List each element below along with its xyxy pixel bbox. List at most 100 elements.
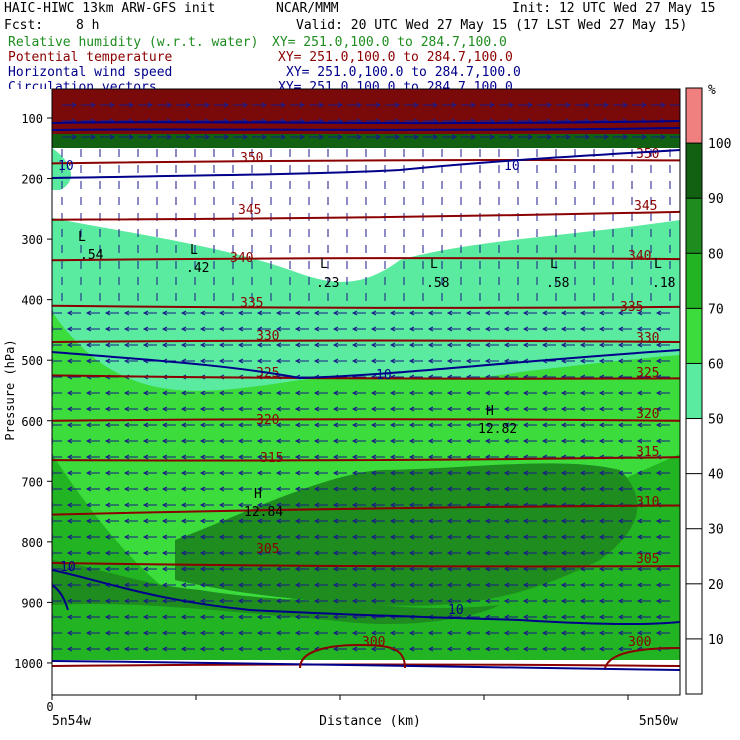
circulation-vector-head xyxy=(427,390,434,396)
circulation-vector-head xyxy=(598,486,605,492)
circulation-vector-head xyxy=(446,646,453,652)
circulation-vector-head xyxy=(142,598,149,604)
circulation-vector-head xyxy=(446,550,453,556)
circulation-vector-head xyxy=(294,598,301,604)
circulation-vector-head xyxy=(636,614,643,620)
colorbar-band xyxy=(686,418,702,474)
circulation-vector-head xyxy=(546,134,553,140)
circulation-vector-head xyxy=(408,422,415,428)
circulation-vector-head xyxy=(522,518,529,524)
theta-contour xyxy=(52,339,680,344)
circulation-vector-head xyxy=(199,566,206,572)
circulation-vector-head xyxy=(351,422,358,428)
circulation-vector-head xyxy=(104,630,111,636)
circulation-vector-head xyxy=(161,566,168,572)
circulation-vector-head xyxy=(161,422,168,428)
circulation-vector-head xyxy=(104,486,111,492)
circulation-vector-head xyxy=(408,486,415,492)
circulation-vector-head xyxy=(218,470,225,476)
circulation-vector-head xyxy=(660,102,667,108)
circulation-vector-head xyxy=(142,390,149,396)
colorbar-tick-label: 10 xyxy=(708,633,724,648)
circulation-vector-head xyxy=(465,438,472,444)
circulation-vector-head xyxy=(237,486,244,492)
circulation-vector-head xyxy=(503,326,510,332)
circulation-vector-head xyxy=(123,550,130,556)
circulation-vector-head xyxy=(123,582,130,588)
circulation-vector-head xyxy=(484,646,491,652)
extrema-value: .58 xyxy=(426,276,449,291)
circulation-vector-head xyxy=(641,102,648,108)
y-tick-label: 800 xyxy=(21,536,43,550)
circulation-vector-head xyxy=(85,566,92,572)
circulation-vector-head xyxy=(237,534,244,540)
circulation-vector-head xyxy=(579,310,586,316)
circulation-vector-head xyxy=(332,438,339,444)
circulation-vector-head xyxy=(465,358,472,364)
circulation-vector-head xyxy=(389,310,396,316)
circulation-vector-head xyxy=(313,550,320,556)
circulation-vector-head xyxy=(541,390,548,396)
circulation-vector-head xyxy=(470,134,477,140)
circulation-vector-head xyxy=(313,582,320,588)
circulation-vector-head xyxy=(66,358,73,364)
circulation-vector-head xyxy=(275,534,282,540)
circulation-vector-head xyxy=(522,566,529,572)
circulation-vector-head xyxy=(85,390,92,396)
circulation-vector-head xyxy=(294,358,301,364)
circulation-vector-head xyxy=(598,342,605,348)
circulation-vector-head xyxy=(636,550,643,556)
circulation-vector-head xyxy=(185,102,192,108)
legend-wind-label: Horizontal wind speed xyxy=(8,65,173,80)
circulation-vector-head xyxy=(66,518,73,524)
circulation-vector-head xyxy=(655,518,662,524)
circulation-vector-head xyxy=(237,342,244,348)
circulation-vector-head xyxy=(465,630,472,636)
theta-label-315: 315 xyxy=(260,451,283,466)
circulation-vector-head xyxy=(484,326,491,332)
circulation-vector-head xyxy=(541,326,548,332)
circulation-vector-head xyxy=(446,406,453,412)
circulation-vector-head xyxy=(199,518,206,524)
circulation-vector-head xyxy=(104,326,111,332)
circulation-vector-head xyxy=(370,550,377,556)
circulation-vector-head xyxy=(237,438,244,444)
circulation-vector-head xyxy=(356,134,363,140)
circulation-vector-head xyxy=(503,550,510,556)
circulation-vector-head xyxy=(598,422,605,428)
circulation-vector-head xyxy=(332,486,339,492)
circulation-vector-head xyxy=(199,422,206,428)
circulation-vector-head xyxy=(655,406,662,412)
circulation-vector-head xyxy=(104,518,111,524)
circulation-vector-head xyxy=(370,582,377,588)
circulation-vector-head xyxy=(655,438,662,444)
circulation-vector-head xyxy=(237,582,244,588)
circulation-vector-head xyxy=(617,486,624,492)
circulation-vector-head xyxy=(161,310,168,316)
extrema-value: .58 xyxy=(546,276,569,291)
circulation-vector-head xyxy=(85,406,92,412)
circulation-vector-head xyxy=(104,550,111,556)
wind-speed-contour xyxy=(52,584,69,611)
circulation-vector-head xyxy=(636,534,643,540)
circulation-vector-head xyxy=(180,614,187,620)
circulation-vector-head xyxy=(408,406,415,412)
legend-theta-xy: XY= 251.0,100.0 to 284.7,100.0 xyxy=(278,50,513,65)
circulation-vector-head xyxy=(313,406,320,412)
circulation-vector-head xyxy=(560,438,567,444)
circulation-vector-head xyxy=(332,390,339,396)
header-valid: Valid: 20 UTC Wed 27 May 15 (17 LST Wed … xyxy=(296,18,688,33)
circulation-vector-head xyxy=(375,134,382,140)
circulation-vector-head xyxy=(617,310,624,316)
colorbar-tick-label: 100 xyxy=(708,137,731,152)
circulation-vector-head xyxy=(66,310,73,316)
circulation-vector-head xyxy=(579,406,586,412)
y-tick-label: 700 xyxy=(21,475,43,489)
circulation-vector-head xyxy=(389,438,396,444)
extrema-value: .42 xyxy=(186,261,209,276)
circulation-vector-head xyxy=(85,422,92,428)
circulation-vector-head xyxy=(332,454,339,460)
circulation-vector-head xyxy=(560,566,567,572)
theta-label-345-right: 345 xyxy=(634,199,657,214)
